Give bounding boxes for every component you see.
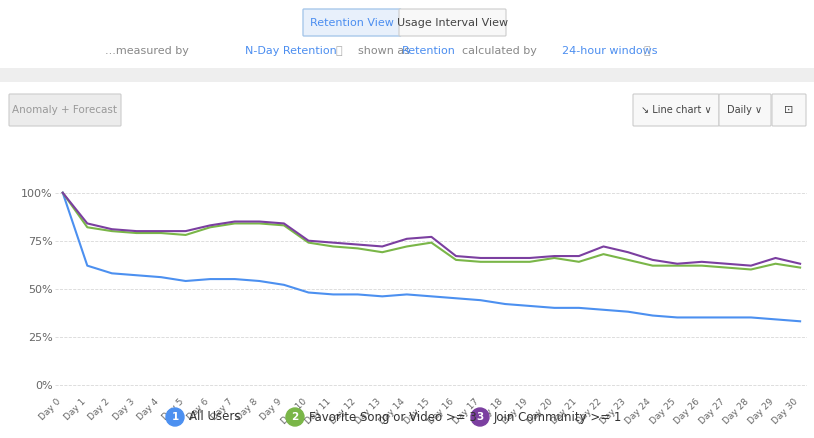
FancyBboxPatch shape: [399, 9, 506, 36]
Text: shown as: shown as: [358, 46, 410, 56]
Circle shape: [471, 408, 489, 426]
Text: 2: 2: [291, 412, 299, 422]
FancyBboxPatch shape: [772, 94, 806, 126]
Text: Favorite Song or Video >= 3: Favorite Song or Video >= 3: [309, 410, 477, 424]
Circle shape: [286, 408, 304, 426]
Text: Join Community >= 1: Join Community >= 1: [494, 410, 623, 424]
Text: ⓘ: ⓘ: [644, 46, 650, 56]
Text: Usage Interval View: Usage Interval View: [397, 18, 508, 28]
Text: ↘ Line chart ∨: ↘ Line chart ∨: [641, 105, 711, 115]
Text: N-Day Retention: N-Day Retention: [245, 46, 337, 56]
Text: All Users: All Users: [189, 410, 240, 424]
Text: ⊡: ⊡: [785, 105, 794, 115]
Text: 3: 3: [476, 412, 484, 422]
Text: 1: 1: [172, 412, 178, 422]
FancyBboxPatch shape: [719, 94, 771, 126]
Text: Retention View: Retention View: [310, 18, 394, 28]
Text: ...measured by: ...measured by: [105, 46, 189, 56]
Text: ⓘ: ⓘ: [335, 46, 342, 56]
FancyBboxPatch shape: [0, 68, 814, 82]
FancyBboxPatch shape: [9, 94, 121, 126]
Text: Daily ∨: Daily ∨: [728, 105, 763, 115]
Text: Anomaly + Forecast: Anomaly + Forecast: [12, 105, 117, 115]
Circle shape: [166, 408, 184, 426]
Text: Retention: Retention: [402, 46, 456, 56]
Text: calculated by: calculated by: [462, 46, 537, 56]
FancyBboxPatch shape: [303, 9, 401, 36]
Text: 24-hour windows: 24-hour windows: [562, 46, 658, 56]
FancyBboxPatch shape: [633, 94, 719, 126]
